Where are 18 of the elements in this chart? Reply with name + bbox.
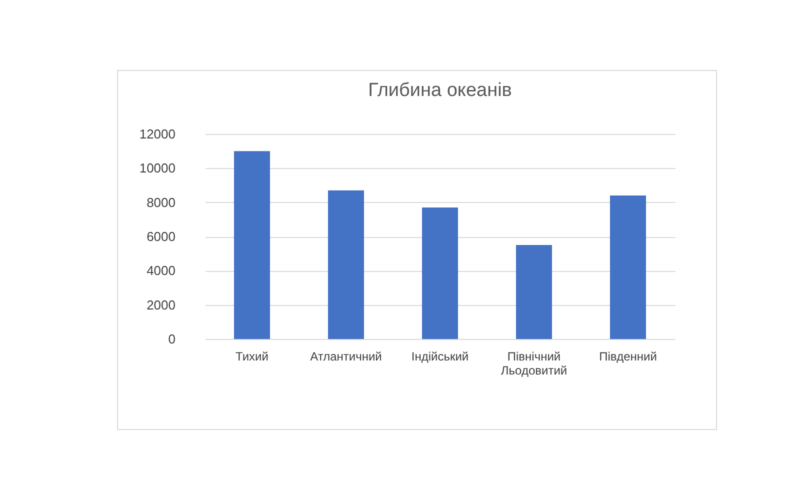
y-tick-label: 8000 xyxy=(146,194,176,210)
y-tick-label: 4000 xyxy=(146,263,176,278)
y-tick-label: 12000 xyxy=(139,126,176,142)
bar xyxy=(328,190,364,339)
bar xyxy=(516,245,552,339)
y-tick-label: 10000 xyxy=(139,160,176,176)
y-tick-label: 2000 xyxy=(146,297,176,312)
bar xyxy=(610,196,646,339)
x-tick-label: Індійський xyxy=(411,350,469,364)
y-tick-label: 6000 xyxy=(146,229,176,244)
bar xyxy=(234,151,270,339)
x-tick-label: Атлантичний xyxy=(310,350,382,364)
x-tick-label: Північний Льодовитий xyxy=(500,350,568,378)
x-tick-label: Південний xyxy=(599,350,657,364)
x-tick-label: Тихий xyxy=(236,350,268,364)
y-tick-label: 0 xyxy=(168,332,176,346)
bar xyxy=(422,207,458,339)
chart-title: Глибина океанів xyxy=(368,80,512,101)
